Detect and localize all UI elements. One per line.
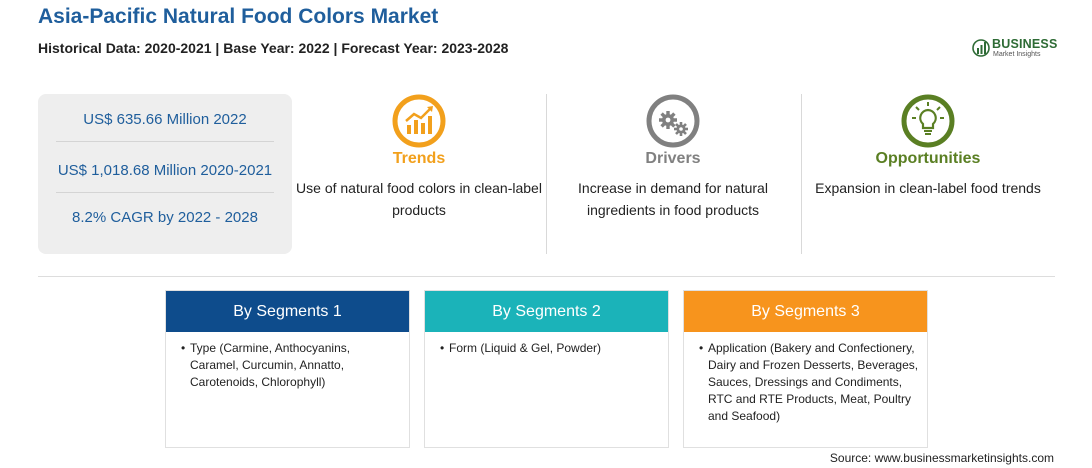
column-divider [546,94,547,254]
segment-3-list: • Application (Bakery and Confectionery,… [684,332,927,425]
segment-card-2: By Segments 2 • Form (Liquid & Gel, Powd… [424,290,669,448]
lightbulb-icon [901,94,955,148]
page-subtitle: Historical Data: 2020-2021 | Base Year: … [38,40,509,56]
drivers-label: Drivers [645,150,701,167]
segment-1-list: • Type (Carmine, Anthocyanins, Caramel, … [166,332,409,391]
opportunities-text: Expansion in clean-label food trends [815,180,1041,196]
column-divider [801,94,802,254]
segment-2-title: By Segments 2 [425,291,668,332]
stat-market-size-2022: US$ 635.66 Million 2022 [83,111,247,128]
segment-2-list: • Form (Liquid & Gel, Powder) [425,332,668,357]
market-stats-panel: US$ 635.66 Million 2022 US$ 1,018.68 Mil… [38,94,292,254]
segment-2-item: Form (Liquid & Gel, Powder) [449,341,602,355]
section-divider [38,276,1055,277]
logo-name: BUSINESS [992,37,1058,51]
trends-label: Trends [392,150,446,167]
opportunities-label: Opportunities [875,150,981,167]
stat-historical-market-size: US$ 1,018.68 Million 2020-2021 [57,162,273,179]
stat-cagr: 8.2% CAGR by 2022 - 2028 [72,209,258,226]
opportunities-card: Opportunities Expansion in clean-label f… [803,94,1053,254]
bullet: • [699,341,704,355]
rising-chart-icon [392,94,446,148]
bullet: • [181,341,186,355]
segment-card-3: By Segments 3 • Application (Bakery and … [683,290,928,448]
segment-3-item: Application (Bakery and Confectionery, D… [708,341,919,423]
segment-1-item: Type (Carmine, Anthocyanins, Caramel, Cu… [190,341,351,389]
logo-tagline: Market Insights [993,51,1041,58]
stat-divider [56,192,274,193]
brand-logo: BUSINESS Market Insights [972,36,1062,60]
segment-1-title: By Segments 1 [166,291,409,332]
page-title: Asia-Pacific Natural Food Colors Market [38,5,439,28]
drivers-card: Drivers Increase in demand for natural i… [548,94,798,254]
gears-icon [646,94,700,148]
logo-globe-icon [972,39,990,57]
segment-card-1: By Segments 1 • Type (Carmine, Anthocyan… [165,290,410,448]
drivers-text: Increase in demand for natural ingredien… [578,180,768,218]
segment-3-title: By Segments 3 [684,291,927,332]
bullet: • [440,341,445,355]
stat-divider [56,141,274,142]
source-note: Source: www.businessmarketinsights.com [829,451,1054,465]
trends-text: Use of natural food colors in clean-labe… [296,180,542,218]
trends-card: Trends Use of natural food colors in cle… [294,94,544,254]
